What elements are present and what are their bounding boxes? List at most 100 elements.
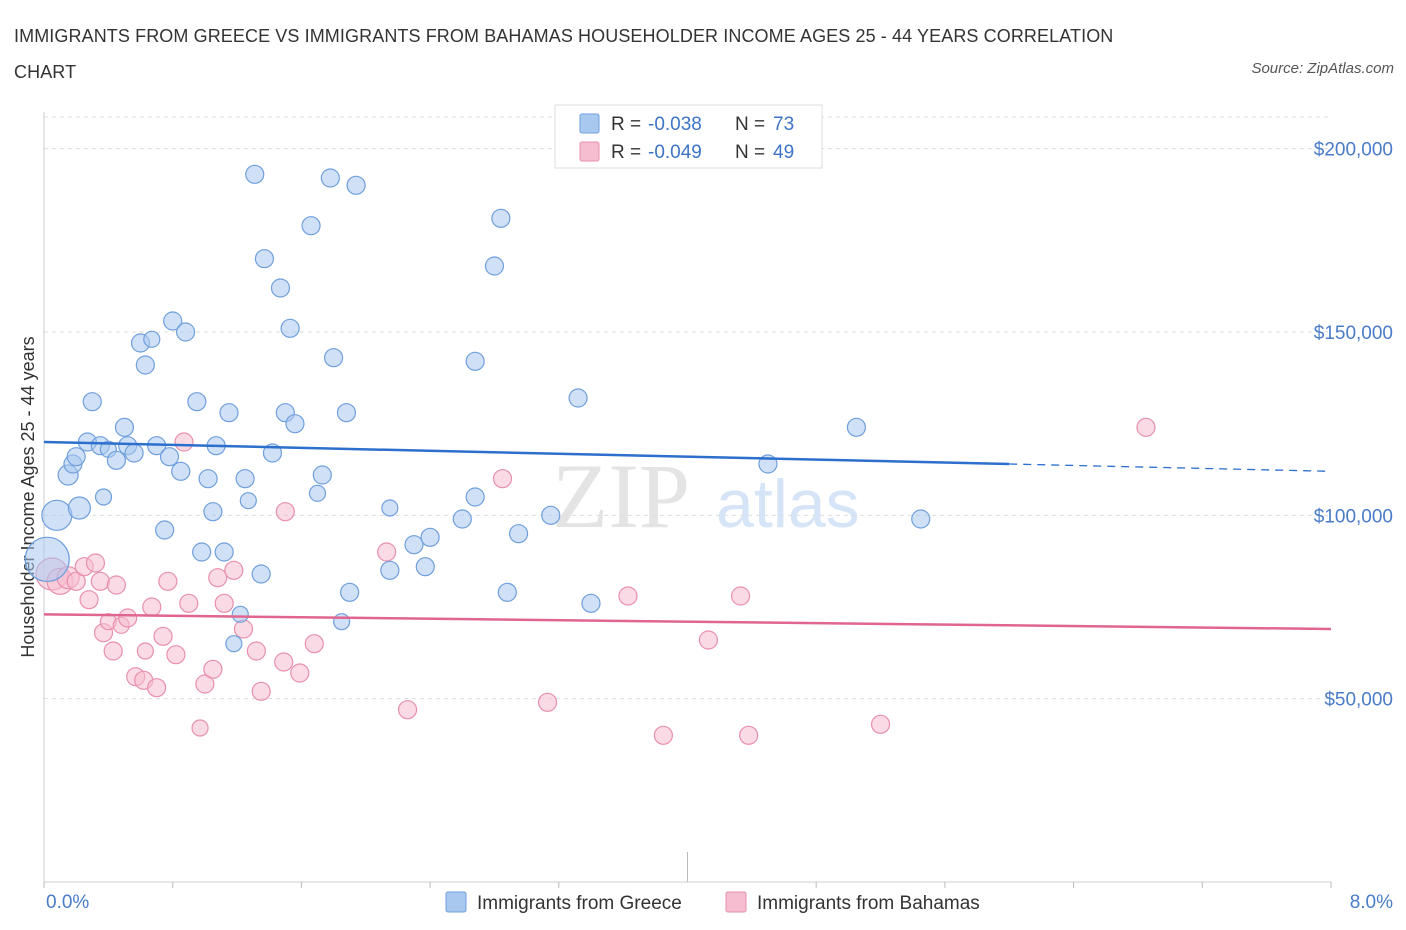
greece-point-53 (380, 560, 400, 580)
bahamas-point-45 (739, 725, 759, 745)
bahamas-point-37 (377, 542, 397, 562)
series-greece-points (24, 164, 931, 653)
greece-point-68 (846, 417, 867, 437)
greece-point-64 (541, 505, 561, 525)
greece-point-46 (320, 168, 340, 188)
greece-point-19 (155, 520, 175, 540)
source-note: Source: ZipAtlas.com (1251, 60, 1394, 77)
bahamas-point-20 (158, 571, 178, 591)
greece-point-0 (24, 536, 70, 582)
greece-point-34 (239, 492, 257, 510)
bahamas-point-10 (103, 641, 123, 661)
greece-point-51 (346, 175, 366, 195)
y-tick-label-150000: $150,000 (1314, 323, 1393, 344)
greece-trend-extension (1009, 463, 1332, 472)
greece-point-58 (465, 487, 485, 507)
bahamas-point-7 (90, 571, 110, 591)
legend-r-value-bahamas: -0.049 (648, 142, 702, 163)
greece-point-21 (163, 311, 183, 331)
greece-point-5 (67, 496, 91, 520)
greece-point-22 (171, 461, 191, 481)
greece-point-65 (568, 388, 588, 408)
series-legend-label-bahamas: Immigrants from Bahamas (757, 893, 980, 914)
chart-title: IMMIGRANTS FROM GREECE VS IMMIGRANTS FRO… (14, 26, 1114, 82)
bahamas-point-26 (203, 659, 223, 679)
bahamas-point-5 (79, 590, 99, 610)
greece-point-30 (219, 403, 239, 423)
greece-point-41 (280, 318, 300, 338)
bahamas-point-44 (730, 586, 751, 606)
bahamas-point-21 (166, 645, 186, 665)
bahamas-point-16 (136, 642, 154, 660)
greece-point-1 (41, 499, 73, 531)
bahamas-point-38 (397, 700, 418, 720)
greece-point-12 (114, 417, 135, 437)
greece-point-14 (124, 443, 144, 463)
greece-point-48 (333, 613, 351, 631)
greece-point-57 (452, 509, 472, 529)
legend-n-value-greece: 73 (773, 114, 794, 135)
y-tick-label-50000: $50,000 (1324, 690, 1393, 711)
bahamas-point-29 (224, 560, 244, 580)
watermark-atlas: atlas (716, 466, 860, 542)
greece-point-9 (94, 488, 113, 506)
greece-point-29 (214, 542, 234, 562)
legend-r-label-greece: R = (611, 114, 641, 135)
bahamas-point-35 (290, 663, 310, 683)
bahamas-point-47 (1136, 417, 1156, 437)
bahamas-point-28 (214, 593, 234, 613)
greece-point-27 (203, 502, 223, 522)
bahamas-point-39 (492, 469, 513, 489)
bahamas-point-33 (274, 652, 294, 672)
greece-point-7 (82, 392, 102, 412)
series-bahamas-points (35, 417, 1156, 745)
bahamas-point-34 (275, 502, 295, 522)
greece-point-54 (404, 535, 424, 555)
watermark-zip: ZIP (552, 445, 690, 547)
greece-point-43 (301, 216, 321, 236)
legend-swatch-greece (579, 113, 600, 134)
bahamas-point-3 (66, 571, 86, 591)
series-legend: Immigrants from Greece Immigrants from B… (445, 891, 980, 914)
greece-point-11 (106, 450, 126, 470)
greece-point-23 (175, 322, 196, 342)
bahamas-point-30 (233, 619, 254, 639)
legend-r-value-greece: -0.038 (648, 114, 702, 135)
y-axis-label: Householder Income Ages 25 - 44 years (18, 336, 38, 657)
greece-trend-line (43, 440, 1010, 466)
y-tick-labels: $50,000 $100,000 $150,000 $200,000 (1314, 140, 1393, 711)
greece-point-56 (420, 527, 440, 547)
series-legend-swatch-greece (445, 891, 467, 913)
bahamas-point-25 (195, 674, 215, 694)
greece-point-32 (231, 605, 249, 623)
greece-point-55 (415, 557, 435, 577)
bahamas-point-11 (106, 575, 126, 595)
bahamas-point-31 (246, 641, 266, 661)
series-legend-swatch-bahamas (725, 891, 747, 913)
bahamas-point-6 (85, 553, 106, 573)
greece-point-37 (254, 249, 274, 269)
bahamas-point-36 (304, 634, 324, 654)
bahamas-point-41 (618, 586, 638, 606)
greece-point-59 (465, 351, 485, 371)
bahamas-point-43 (698, 630, 719, 650)
greece-point-61 (491, 208, 511, 228)
x-tick-marks (43, 852, 1332, 888)
greece-point-66 (581, 593, 601, 613)
legend-n-value-bahamas: 49 (773, 142, 794, 163)
greece-point-17 (143, 330, 161, 348)
greece-point-20 (159, 447, 180, 467)
bahamas-point-46 (870, 714, 891, 734)
greece-point-33 (235, 469, 255, 489)
greece-point-44 (308, 484, 327, 502)
bahamas-point-22 (174, 432, 194, 452)
greece-point-47 (323, 348, 344, 368)
bahamas-point-23 (179, 593, 199, 613)
bahamas-trend-line (43, 613, 1332, 631)
bahamas-point-40 (537, 692, 558, 712)
bahamas-point-24 (191, 719, 209, 737)
greece-point-69 (911, 509, 931, 529)
greece-point-26 (198, 469, 218, 489)
legend-swatch-bahamas (579, 141, 600, 162)
